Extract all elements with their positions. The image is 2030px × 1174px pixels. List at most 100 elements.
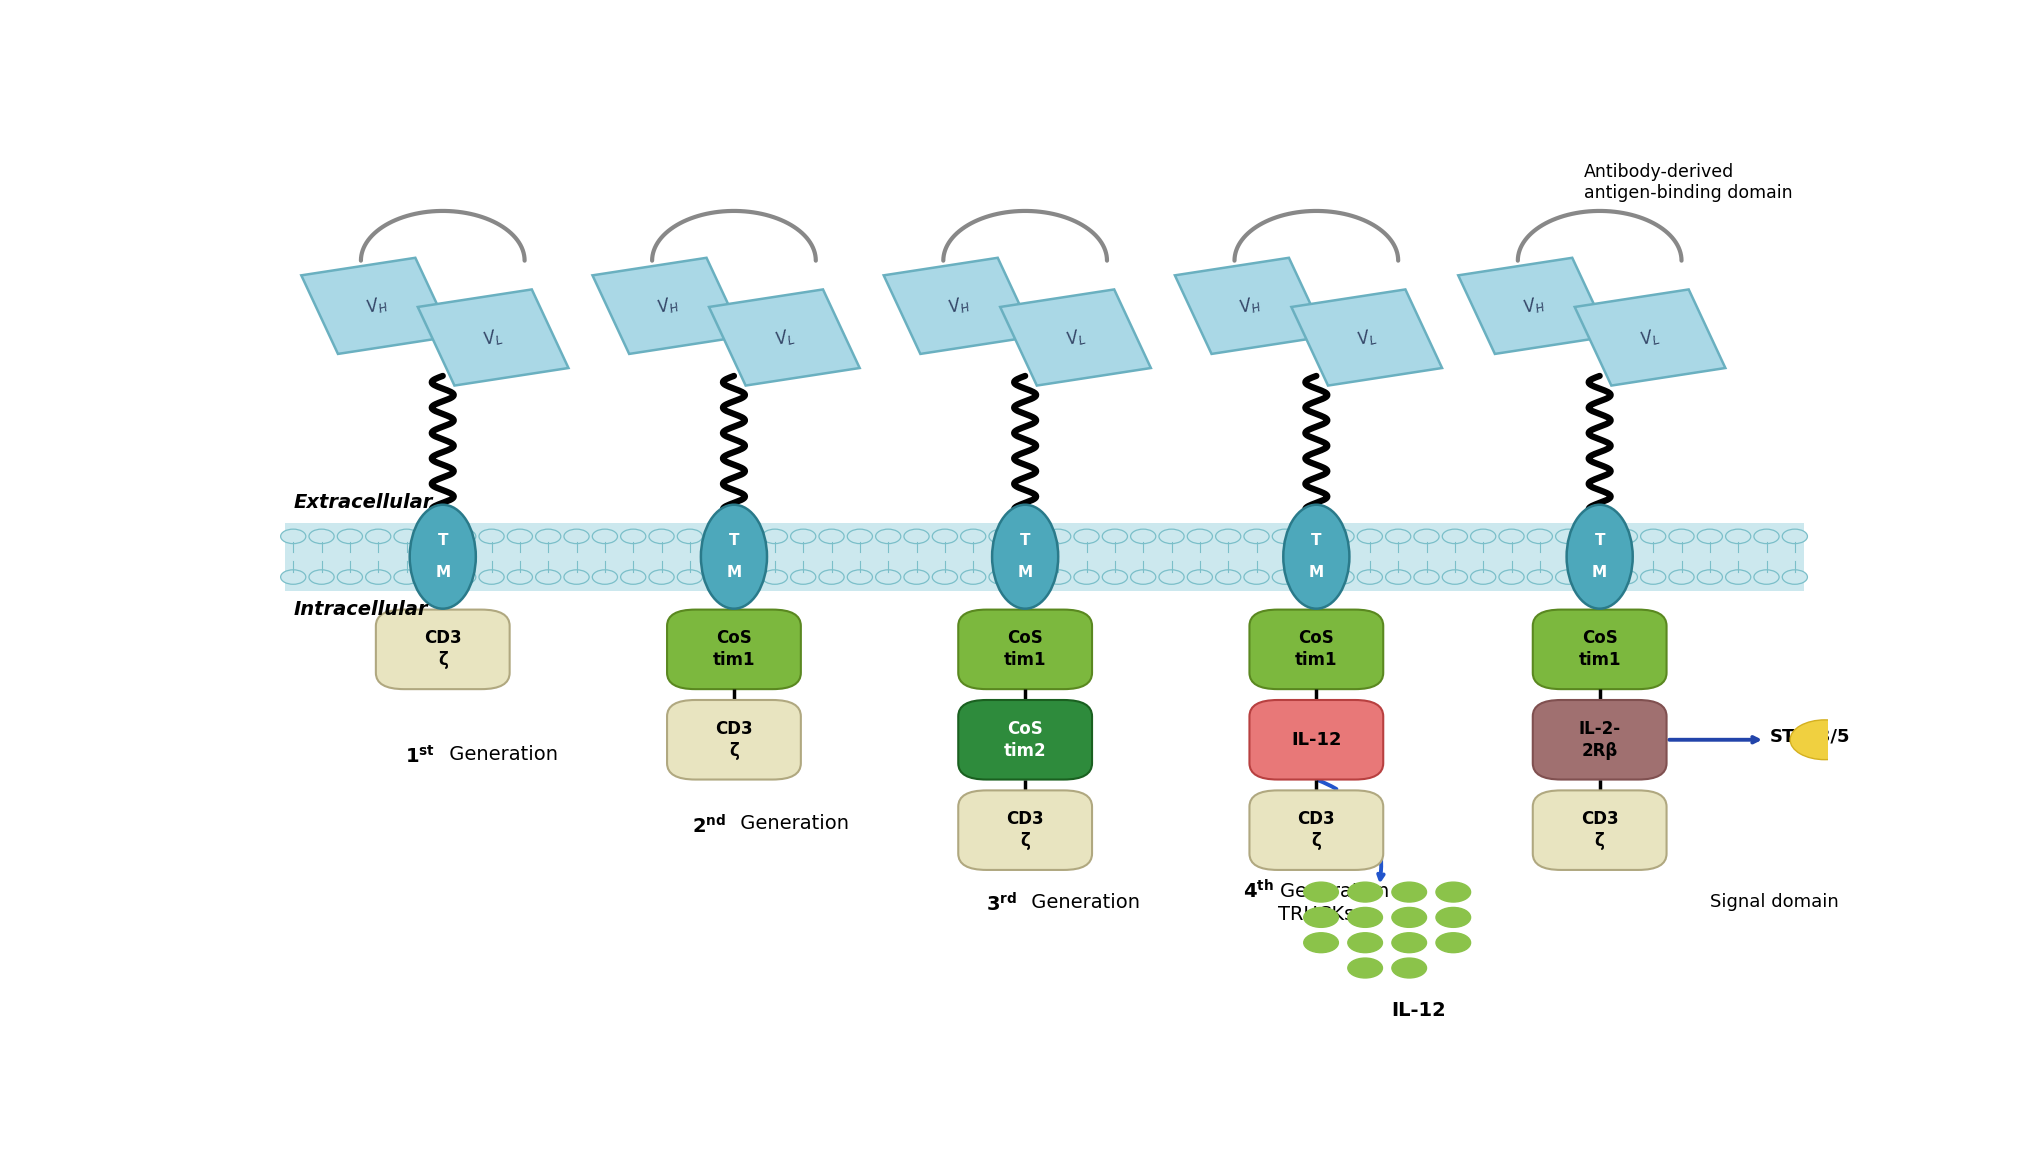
Circle shape xyxy=(593,529,617,544)
Circle shape xyxy=(704,569,731,585)
Circle shape xyxy=(1303,882,1338,902)
Circle shape xyxy=(1555,569,1579,585)
FancyBboxPatch shape xyxy=(666,700,800,780)
Circle shape xyxy=(1435,908,1470,927)
Circle shape xyxy=(1216,569,1240,585)
Text: CoS
tim1: CoS tim1 xyxy=(1577,629,1620,669)
Circle shape xyxy=(1328,529,1354,544)
FancyBboxPatch shape xyxy=(1248,790,1382,870)
Text: Generation: Generation xyxy=(1025,892,1139,911)
Text: Generation: Generation xyxy=(443,745,558,764)
Circle shape xyxy=(960,569,985,585)
Circle shape xyxy=(564,569,589,585)
Circle shape xyxy=(1583,569,1608,585)
Circle shape xyxy=(309,569,335,585)
Circle shape xyxy=(1045,569,1070,585)
Circle shape xyxy=(621,529,646,544)
Polygon shape xyxy=(1173,258,1326,353)
FancyBboxPatch shape xyxy=(1533,609,1667,689)
Circle shape xyxy=(1470,529,1494,544)
Text: $\mathbf{1^{st}}$: $\mathbf{1^{st}}$ xyxy=(404,745,434,767)
Circle shape xyxy=(1348,908,1382,927)
Text: CoS
tim2: CoS tim2 xyxy=(1003,720,1045,760)
Polygon shape xyxy=(593,258,743,353)
Text: CD3
ζ: CD3 ζ xyxy=(1297,810,1334,850)
Text: $V_H$: $V_H$ xyxy=(1236,294,1263,318)
Text: CoS
tim1: CoS tim1 xyxy=(713,629,755,669)
Text: CD3
ζ: CD3 ζ xyxy=(1579,810,1618,850)
Circle shape xyxy=(1303,933,1338,952)
Text: T: T xyxy=(436,533,449,548)
Circle shape xyxy=(650,569,674,585)
Text: T: T xyxy=(1019,533,1029,548)
Text: $V_L$: $V_L$ xyxy=(1638,325,1661,350)
Circle shape xyxy=(1159,529,1183,544)
Circle shape xyxy=(451,529,475,544)
Circle shape xyxy=(1788,720,1859,760)
Circle shape xyxy=(1242,569,1269,585)
Circle shape xyxy=(1384,569,1411,585)
Text: $V_L$: $V_L$ xyxy=(481,325,505,350)
Polygon shape xyxy=(418,290,568,385)
Text: CD3
ζ: CD3 ζ xyxy=(1005,810,1043,850)
Circle shape xyxy=(1299,529,1326,544)
Circle shape xyxy=(1391,908,1425,927)
Circle shape xyxy=(1328,569,1354,585)
Circle shape xyxy=(1045,529,1070,544)
Circle shape xyxy=(1303,908,1338,927)
Circle shape xyxy=(1391,958,1425,978)
Circle shape xyxy=(1640,529,1665,544)
Circle shape xyxy=(1413,569,1439,585)
Circle shape xyxy=(337,569,361,585)
Circle shape xyxy=(932,529,956,544)
Text: Antibody-derived
antigen-binding domain: Antibody-derived antigen-binding domain xyxy=(1583,163,1792,202)
Text: $\mathbf{2^{nd}}$: $\mathbf{2^{nd}}$ xyxy=(692,814,727,837)
Circle shape xyxy=(422,569,447,585)
Text: M: M xyxy=(727,566,741,580)
Circle shape xyxy=(1435,882,1470,902)
FancyBboxPatch shape xyxy=(376,609,510,689)
Circle shape xyxy=(875,569,901,585)
Circle shape xyxy=(1384,529,1411,544)
Circle shape xyxy=(676,569,702,585)
Circle shape xyxy=(1188,569,1212,585)
Circle shape xyxy=(650,529,674,544)
Circle shape xyxy=(847,529,873,544)
Circle shape xyxy=(1348,882,1382,902)
Text: CD3
ζ: CD3 ζ xyxy=(424,629,461,669)
Text: M: M xyxy=(1592,566,1606,580)
Circle shape xyxy=(1527,569,1551,585)
Circle shape xyxy=(508,529,532,544)
FancyBboxPatch shape xyxy=(1248,609,1382,689)
Text: $V_L$: $V_L$ xyxy=(1064,325,1086,350)
Circle shape xyxy=(1612,529,1636,544)
Circle shape xyxy=(989,569,1013,585)
Polygon shape xyxy=(300,258,453,353)
Circle shape xyxy=(1498,529,1522,544)
FancyBboxPatch shape xyxy=(958,790,1092,870)
Circle shape xyxy=(790,529,816,544)
Circle shape xyxy=(1697,529,1721,544)
FancyBboxPatch shape xyxy=(1533,790,1667,870)
Circle shape xyxy=(1131,529,1155,544)
Circle shape xyxy=(1242,529,1269,544)
Polygon shape xyxy=(1291,290,1441,385)
Polygon shape xyxy=(1573,290,1726,385)
Circle shape xyxy=(479,569,503,585)
Circle shape xyxy=(1470,569,1494,585)
Circle shape xyxy=(733,529,759,544)
Circle shape xyxy=(1413,529,1439,544)
Text: T: T xyxy=(1594,533,1604,548)
Text: CoS
tim1: CoS tim1 xyxy=(1003,629,1045,669)
Circle shape xyxy=(960,529,985,544)
Circle shape xyxy=(451,569,475,585)
Circle shape xyxy=(1017,569,1041,585)
Circle shape xyxy=(676,529,702,544)
Circle shape xyxy=(1348,958,1382,978)
Text: $V_H$: $V_H$ xyxy=(1520,294,1547,318)
Circle shape xyxy=(365,529,390,544)
Circle shape xyxy=(1102,529,1127,544)
Circle shape xyxy=(1441,569,1468,585)
Circle shape xyxy=(1754,529,1778,544)
Polygon shape xyxy=(1458,258,1608,353)
